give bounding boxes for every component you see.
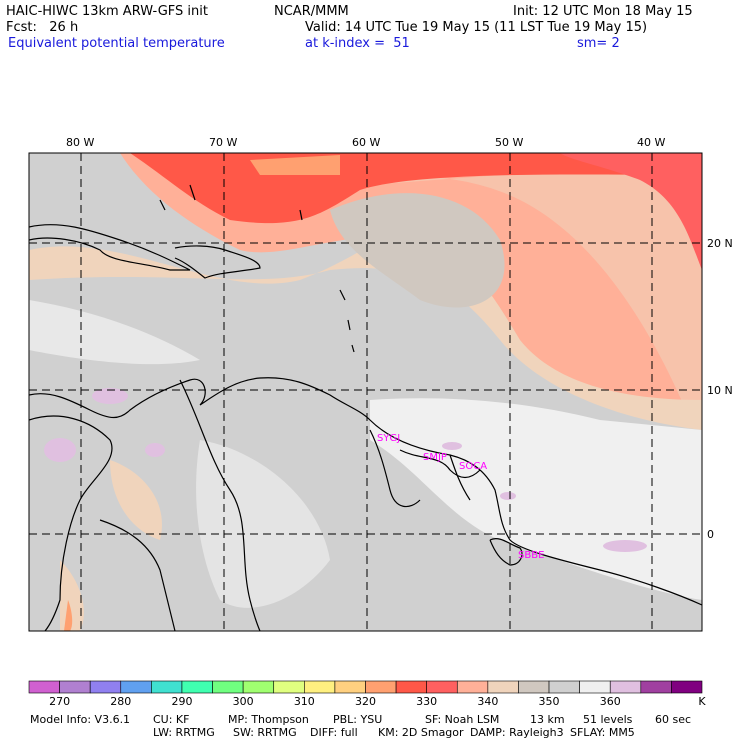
- model-info: Model Info: V3.6.1: [30, 713, 131, 726]
- colorbar-swatch: [28, 680, 60, 694]
- model-title: HAIC-HIWC 13km ARW-GFS init: [6, 4, 208, 19]
- colorbar-swatch: [609, 680, 642, 694]
- init-time: Init: 12 UTC Mon 18 May 15: [513, 4, 693, 19]
- timestep: 60 sec: [655, 713, 692, 726]
- colorbar-swatch: [242, 680, 275, 694]
- field-name: Equivalent potential temperature: [8, 36, 225, 51]
- colorbar-swatch: [426, 680, 458, 694]
- lon-label: 60 W: [352, 136, 380, 149]
- lat-label: 20 N: [707, 237, 733, 250]
- sflay-scheme: SFLAY: MM5: [570, 726, 635, 739]
- lw-scheme: LW: RRTMG: [153, 726, 215, 739]
- colorbar-swatch: [671, 680, 703, 694]
- lon-label: 50 W: [495, 136, 523, 149]
- colorbar-swatch: [640, 680, 672, 694]
- diff-scheme: DIFF: full: [310, 726, 358, 739]
- colorbar-unit: K: [698, 695, 706, 708]
- lon-label: 40 W: [637, 136, 665, 149]
- sf-scheme: SF: Noah LSM: [425, 713, 500, 726]
- station-label: SOCA: [459, 461, 487, 472]
- levels: 51 levels: [583, 713, 633, 726]
- colorbar-tick-label: 310: [294, 695, 315, 708]
- colorbar-swatch: [334, 680, 366, 694]
- colorbar-swatch: [273, 680, 305, 694]
- colorbar: [28, 680, 703, 694]
- map-frame: [28, 152, 703, 632]
- colorbar-swatch: [365, 680, 397, 694]
- colorbar-swatch: [456, 680, 489, 694]
- colorbar-swatch: [89, 680, 122, 694]
- lat-lon-grid: [29, 153, 702, 631]
- colorbar-ticks: 270 280 290 300 310 320 330 340 350 360 K: [49, 695, 706, 708]
- lon-label: 80 W: [66, 136, 94, 149]
- lat-label: 0: [707, 528, 714, 541]
- colorbar-swatch: [579, 680, 611, 694]
- mp-scheme: MP: Thompson: [228, 713, 309, 726]
- cu-scheme: CU: KF: [153, 713, 190, 726]
- station-label: SMJP: [423, 452, 447, 463]
- colorbar-swatch: [181, 680, 213, 694]
- damp-scheme: DAMP: Rayleigh3: [470, 726, 564, 739]
- lat-label: 10 N: [707, 384, 733, 397]
- colorbar-swatch: [548, 680, 580, 694]
- colorbar-swatch: [120, 680, 152, 694]
- level-info: at k-index = 51: [305, 36, 410, 51]
- colorbar-tick-label: 350: [539, 695, 560, 708]
- colorbar-tick-label: 300: [233, 695, 254, 708]
- colorbar-swatch: [518, 680, 550, 694]
- sw-scheme: SW: RRTMG: [233, 726, 297, 739]
- resolution: 13 km: [530, 713, 565, 726]
- colorbar-swatch: [212, 680, 244, 694]
- smoothing-info: sm= 2: [577, 36, 620, 51]
- colorbar-swatch: [395, 680, 427, 694]
- colorbar-tick-label: 320: [355, 695, 376, 708]
- station-label: SYGJ: [377, 433, 400, 444]
- station-label: SBBE: [518, 550, 544, 561]
- colorbar-swatch: [151, 680, 183, 694]
- colorbar-tick-label: 340: [477, 695, 498, 708]
- colorbar-tick-label: 290: [171, 695, 192, 708]
- colorbar-tick-label: 360: [600, 695, 621, 708]
- colorbar-swatch: [304, 680, 336, 694]
- colorbar-swatch: [487, 680, 519, 694]
- theta-e-field: [29, 153, 702, 631]
- org-label: NCAR/MMM: [274, 4, 349, 19]
- colorbar-tick-label: 270: [49, 695, 70, 708]
- colorbar-tick-label: 330: [416, 695, 437, 708]
- colorbar-tick-label: 280: [110, 695, 131, 708]
- colorbar-swatch: [59, 680, 91, 694]
- km-scheme: KM: 2D Smagor: [378, 726, 464, 739]
- valid-time: Valid: 14 UTC Tue 19 May 15 (11 LST Tue …: [305, 20, 648, 35]
- lon-label: 70 W: [209, 136, 237, 149]
- pbl-scheme: PBL: YSU: [333, 713, 383, 726]
- forecast-hour: Fcst: 26 h: [6, 20, 79, 35]
